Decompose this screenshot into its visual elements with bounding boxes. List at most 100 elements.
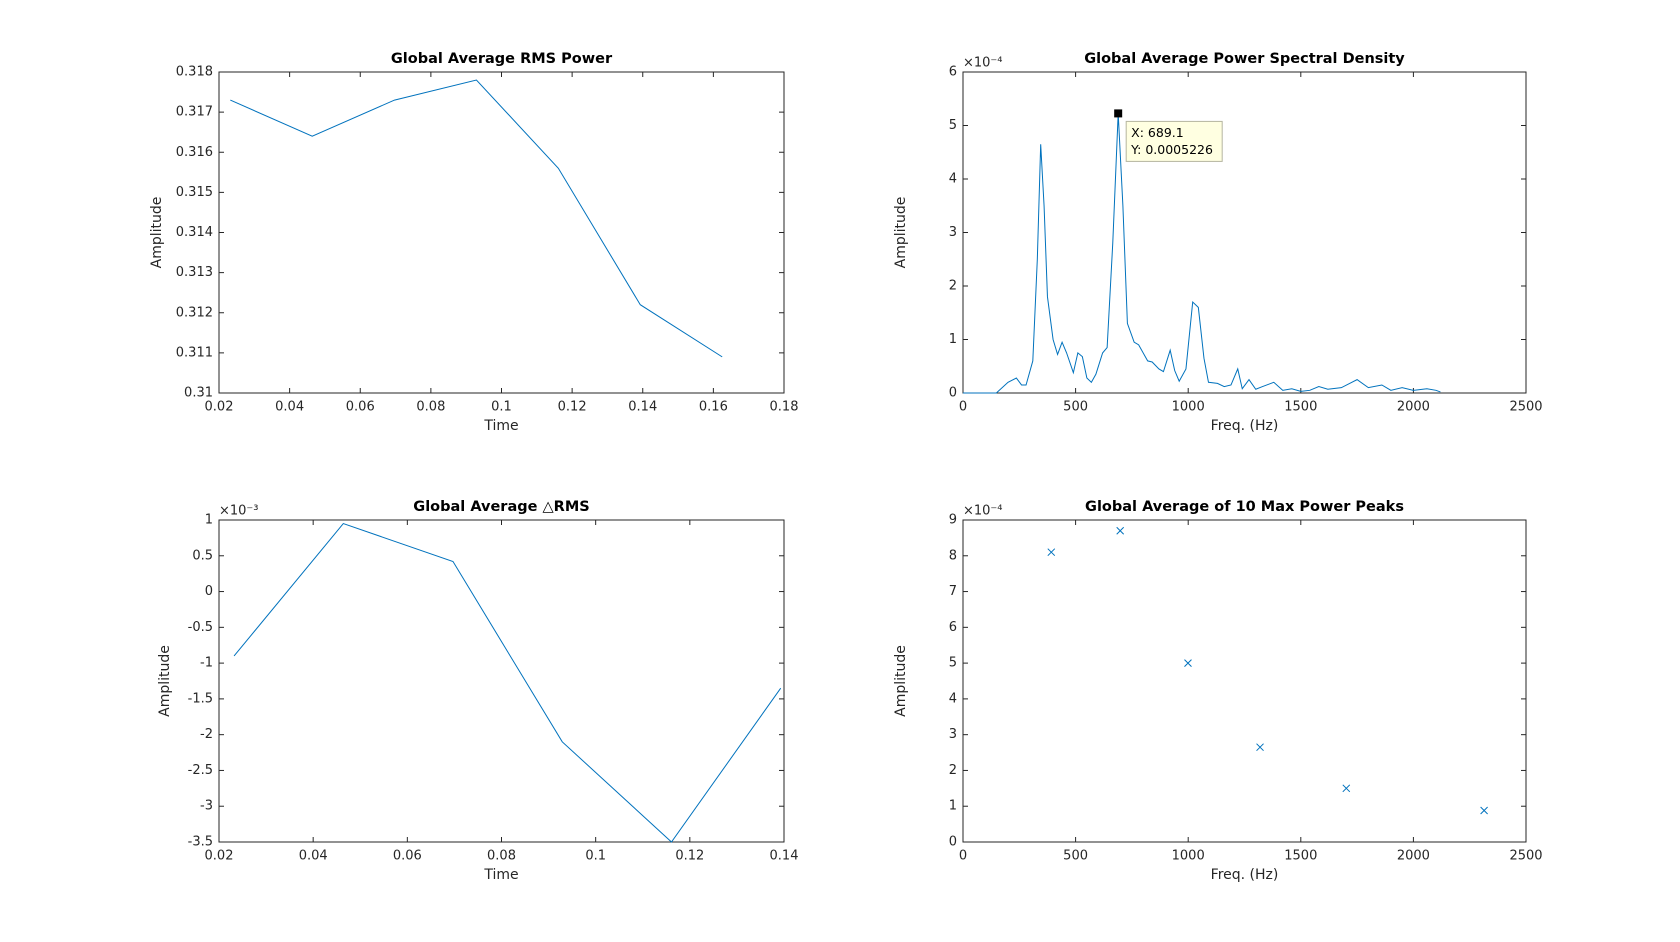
subplot: 0.02 0.04 0.06 0.08 0.1 0.12 0.14 -3.5 -3 -2.5 -2 -…	[157, 499, 798, 883]
chart-title: Global Average RMS Power	[391, 51, 613, 67]
datatip-box	[1125, 120, 1223, 162]
axes-box	[218, 519, 785, 843]
x-tick-label: 0.06	[393, 849, 422, 864]
y-tick-label: 0	[949, 386, 957, 401]
y-multiplier: ×10⁻⁴	[963, 504, 1003, 519]
y-tick-label: -2	[200, 727, 213, 742]
x-tick-label: 0.16	[699, 400, 728, 415]
y-tick-label: 1	[949, 332, 957, 347]
datatip-text: X: 689.1	[1131, 125, 1184, 140]
datatip-text: Y: 0.0005226	[1130, 142, 1213, 157]
x-axis-label: Freq. (Hz)	[1211, 867, 1279, 883]
x-axis-label: Freq. (Hz)	[1211, 418, 1279, 434]
x-tick-label: 0.04	[275, 400, 304, 415]
y-tick-label: 0.318	[176, 65, 213, 80]
y-tick-label: 4	[949, 691, 957, 706]
x-tick-label: 0.04	[299, 849, 328, 864]
chart-title: Global Average Power Spectral Density	[1084, 51, 1405, 67]
y-tick-label: -3.5	[188, 835, 213, 850]
x-tick-label: 1000	[1172, 400, 1205, 415]
x-tick-label: 2000	[1397, 400, 1430, 415]
y-tick-label: 7	[949, 584, 957, 599]
y-tick-label: 1	[949, 799, 957, 814]
x-axis-label: Time	[483, 867, 518, 883]
axes-box	[218, 71, 785, 394]
y-multiplier: ×10⁻⁴	[963, 56, 1003, 71]
subplot: 0 500 1000 1500 2000 2500 0 1 2 3 4 5 6 Global Averag…	[893, 51, 1543, 434]
x-tick-label: 2000	[1397, 849, 1430, 864]
axes-box	[962, 71, 1527, 394]
y-tick-label: 5	[949, 118, 957, 133]
y-tick-label: -3	[200, 799, 213, 814]
y-tick-label: 0.312	[176, 305, 213, 320]
chart-title: Global Average △RMS	[413, 499, 589, 515]
y-tick-label: -0.5	[188, 620, 213, 635]
data-line	[233, 522, 782, 843]
x-marker	[1047, 548, 1056, 557]
x-axis-label: Time	[483, 418, 518, 434]
y-tick-label: 8	[949, 548, 957, 563]
y-tick-label: 0.317	[176, 105, 213, 120]
chart-title: Global Average of 10 Max Power Peaks	[1085, 499, 1404, 515]
data-line	[963, 113, 1441, 394]
y-tick-label: -1	[200, 656, 213, 671]
x-tick-label: 0.06	[346, 400, 375, 415]
y-tick-label: 9	[949, 513, 957, 528]
y-tick-label: 0	[205, 584, 213, 599]
x-tick-label: 0.14	[628, 400, 657, 415]
x-tick-label: 0.08	[487, 849, 516, 864]
x-tick-label: 0.18	[770, 400, 799, 415]
x-marker	[1116, 526, 1125, 535]
x-tick-label: 0.02	[205, 400, 234, 415]
y-tick-label: 6	[949, 620, 957, 635]
x-marker	[1342, 784, 1351, 793]
x-tick-label: 0	[959, 849, 967, 864]
y-tick-label: 5	[949, 656, 957, 671]
x-tick-label: 2500	[1509, 400, 1542, 415]
y-tick-label: 0.315	[176, 185, 213, 200]
y-tick-label: -1.5	[188, 691, 213, 706]
y-axis-label: Amplitude	[893, 645, 909, 717]
axes-box	[962, 519, 1527, 843]
y-axis-label: Amplitude	[149, 197, 165, 269]
y-tick-label: 1	[205, 513, 213, 528]
y-tick-label: 0.314	[176, 225, 213, 240]
subplot: 0 500 1000 1500 2000 2500 0 1 2 3 4 5 6 7 8 9 Global Ave…	[893, 499, 1543, 883]
x-tick-label: 0.08	[416, 400, 445, 415]
x-marker	[1480, 806, 1488, 815]
y-tick-label: 3	[949, 225, 957, 240]
data-line	[230, 79, 723, 358]
x-tick-label: 2500	[1509, 849, 1542, 864]
y-tick-label: 4	[949, 172, 957, 187]
x-marker	[1256, 743, 1264, 752]
x-tick-label: 1500	[1284, 400, 1317, 415]
y-tick-label: 0.31	[184, 386, 213, 401]
x-marker	[1184, 659, 1192, 667]
y-tick-label: 0.311	[176, 345, 213, 360]
x-tick-label: 0.14	[770, 849, 799, 864]
y-axis-label: Amplitude	[157, 645, 173, 717]
y-tick-label: 2	[949, 763, 957, 778]
x-tick-label: 0.1	[491, 400, 512, 415]
y-tick-label: 0	[949, 835, 957, 850]
y-tick-label: 0.313	[176, 265, 213, 280]
x-tick-label: 1000	[1172, 849, 1205, 864]
x-tick-label: 0.1	[585, 849, 606, 864]
subplot: 0.02 0.04 0.06 0.08 0.1 0.12 0.14 0.16 0.18 0.31 0…	[149, 51, 798, 434]
y-tick-label: 0.316	[176, 145, 213, 160]
y-tick-label: 3	[949, 727, 957, 742]
y-tick-label: 6	[949, 65, 957, 80]
datatip-marker	[1114, 109, 1123, 118]
x-tick-label: 0.12	[675, 849, 704, 864]
x-tick-label: 500	[1063, 849, 1088, 864]
x-tick-label: 0	[959, 400, 967, 415]
x-tick-label: 500	[1063, 400, 1088, 415]
y-multiplier: ×10⁻³	[219, 504, 259, 519]
y-tick-label: 0.5	[192, 548, 213, 563]
x-tick-label: 0.12	[558, 400, 587, 415]
y-tick-label: -2.5	[188, 763, 213, 778]
x-tick-label: 1500	[1284, 849, 1317, 864]
y-axis-label: Amplitude	[893, 197, 909, 269]
y-tick-label: 2	[949, 279, 957, 294]
